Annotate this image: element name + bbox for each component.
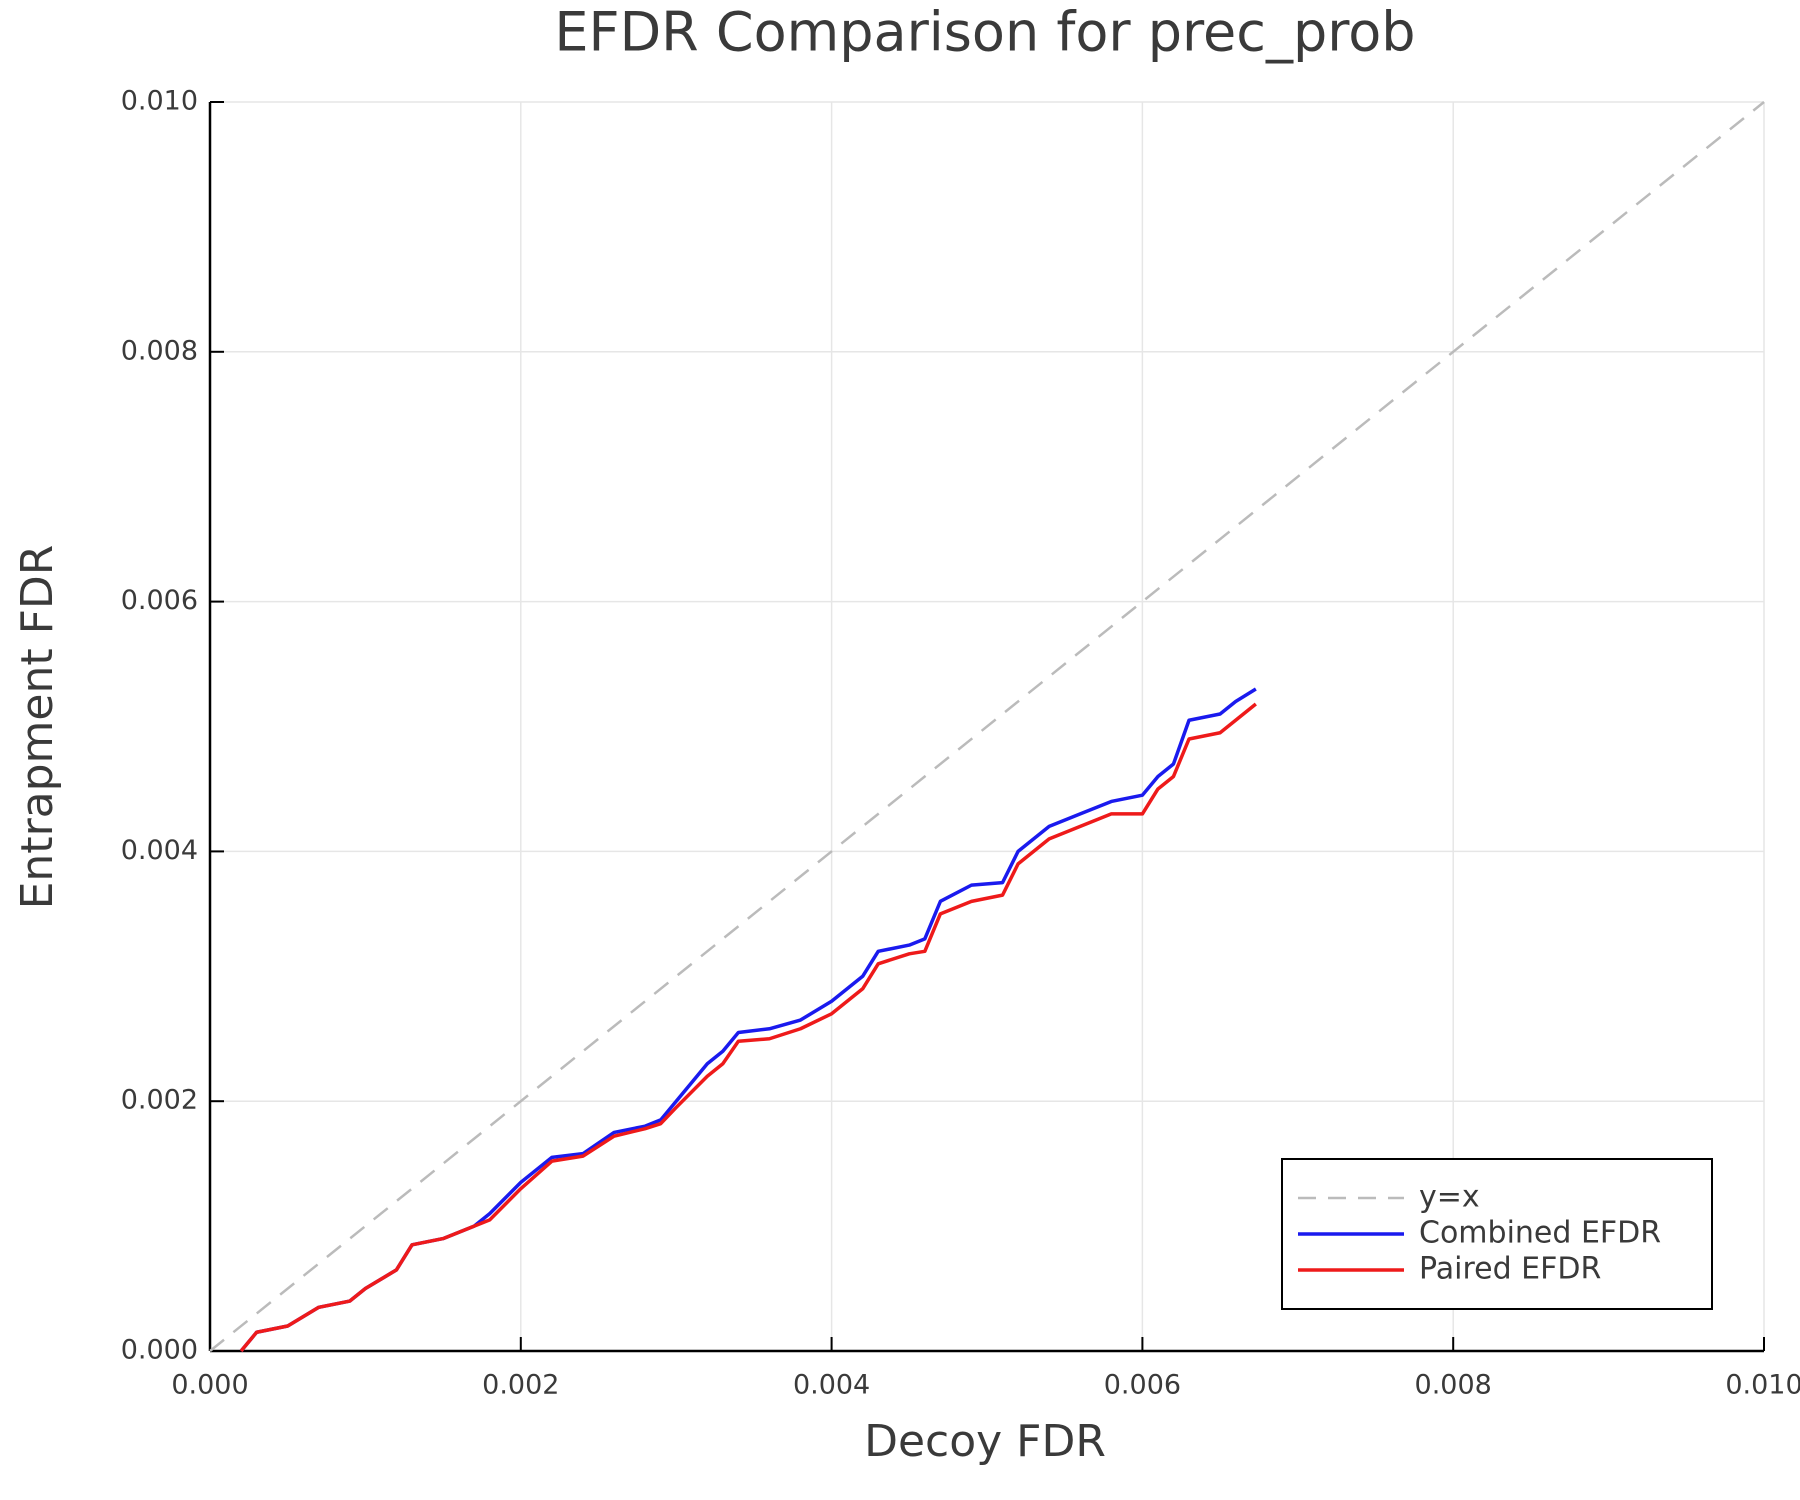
- y-tick-label: 0.010: [121, 86, 198, 117]
- y-tick-label: 0.002: [121, 1085, 198, 1116]
- x-tick-label: 0.000: [171, 1370, 248, 1401]
- x-axis-label: Decoy FDR: [864, 1416, 1106, 1467]
- x-tick-label: 0.008: [1415, 1370, 1492, 1401]
- y-tick-label: 0.000: [121, 1335, 198, 1366]
- x-tick-label: 0.002: [482, 1370, 559, 1401]
- legend-label: Paired EFDR: [1419, 1252, 1601, 1287]
- legend-label: Combined EFDR: [1419, 1216, 1661, 1251]
- x-tick-label: 0.010: [1725, 1370, 1800, 1401]
- y-tick-label: 0.008: [121, 335, 198, 366]
- y-tick-label: 0.004: [121, 835, 198, 866]
- legend-label: y=x: [1419, 1180, 1480, 1215]
- series-line: [239, 687, 1257, 1353]
- series-line: [239, 702, 1257, 1353]
- y-axis-label: Entrapment FDR: [12, 545, 63, 910]
- x-tick-label: 0.004: [793, 1370, 870, 1401]
- chart-title: EFDR Comparison for prec_prob: [554, 1, 1415, 64]
- series-line: [209, 101, 1765, 1352]
- y-tick-label: 0.006: [121, 585, 198, 616]
- x-tick-label: 0.006: [1104, 1370, 1181, 1401]
